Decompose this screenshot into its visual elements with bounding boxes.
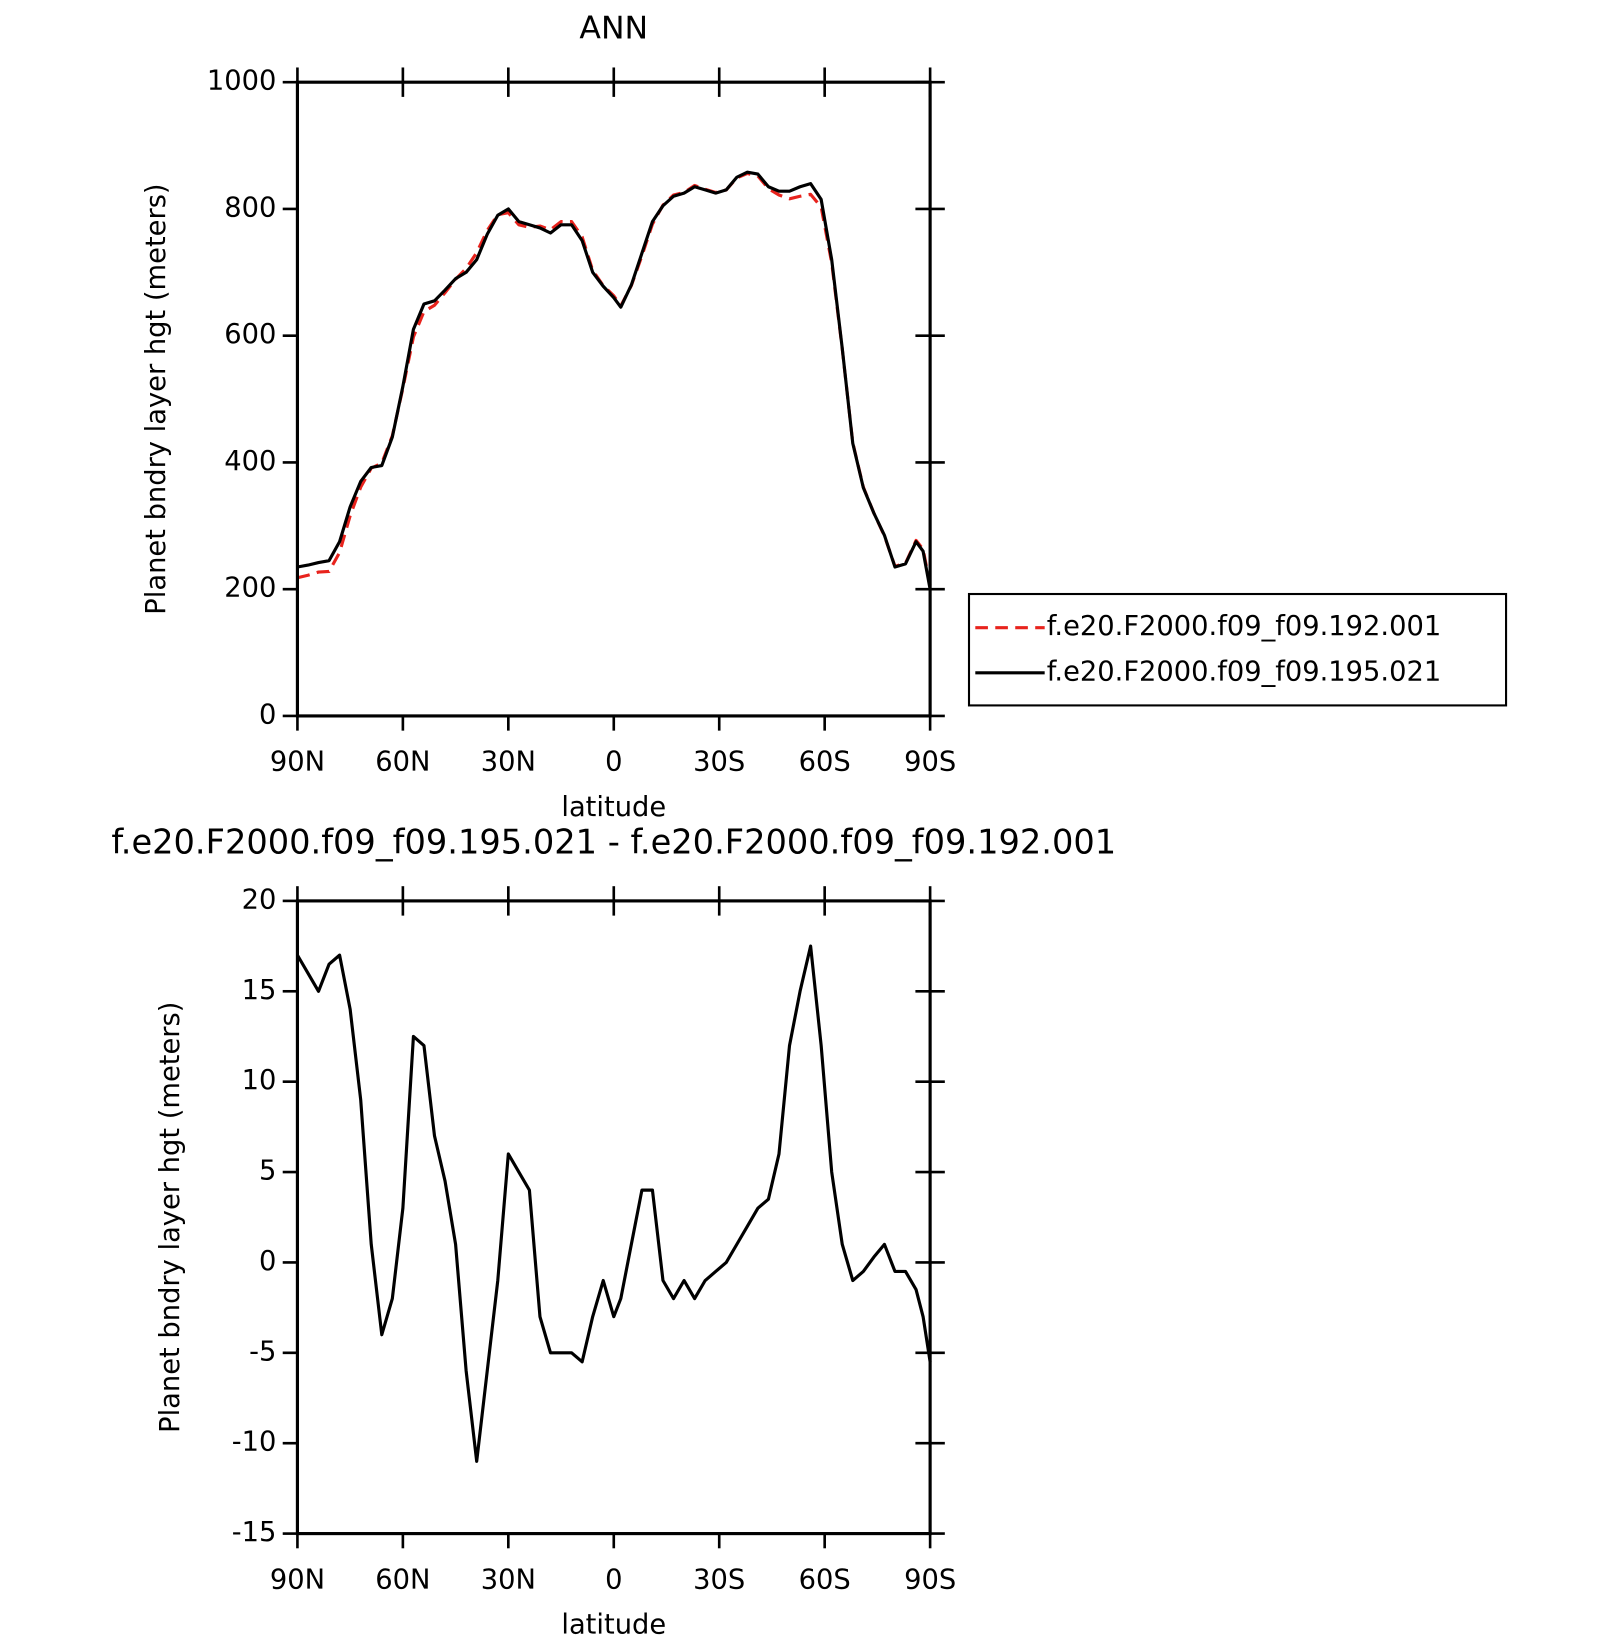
y-axis-label: Planet bndry layer hgt (meters) xyxy=(155,1002,186,1433)
y-tick-label: 0 xyxy=(259,1246,276,1277)
x-tick-label: 60S xyxy=(799,747,851,778)
x-tick-label: 30N xyxy=(481,747,536,778)
y-tick-label: 1000 xyxy=(207,66,277,97)
x-tick-label: 90S xyxy=(904,1564,956,1595)
y-tick-label: 15 xyxy=(242,975,277,1006)
legend-label: f.e20.F2000.f09_f09.192.001 xyxy=(1047,611,1441,642)
data-line xyxy=(297,170,932,590)
y-tick-label: 800 xyxy=(224,192,276,223)
y-tick-label: 600 xyxy=(224,319,276,350)
y-tick-label: -5 xyxy=(249,1336,276,1367)
chart-title: ANN xyxy=(579,11,648,47)
y-tick-label: 0 xyxy=(259,699,276,730)
x-tick-label: 30N xyxy=(481,1564,536,1595)
plot-frame xyxy=(295,899,932,1536)
x-tick-label: 30S xyxy=(693,747,745,778)
x-tick-label: 60N xyxy=(375,747,430,778)
data-line xyxy=(297,171,932,586)
x-tick-label: 90N xyxy=(270,1564,325,1595)
x-axis-label: latitude xyxy=(561,792,666,823)
x-tick-label: 0 xyxy=(605,747,622,778)
x-axis-label: latitude xyxy=(561,1610,666,1641)
y-tick-label: 200 xyxy=(224,573,276,604)
legend-box xyxy=(967,592,1508,707)
legend-label: f.e20.F2000.f09_f09.195.021 xyxy=(1047,656,1441,687)
chart-title: f.e20.F2000.f09_f09.195.021 - f.e20.F200… xyxy=(111,823,1116,862)
y-tick-label: 5 xyxy=(259,1156,276,1187)
x-tick-label: 90N xyxy=(270,747,325,778)
x-tick-label: 0 xyxy=(605,1564,622,1595)
x-tick-label: 60S xyxy=(799,1564,851,1595)
x-tick-label: 30S xyxy=(693,1564,745,1595)
y-tick-label: -15 xyxy=(232,1517,277,1548)
y-tick-label: 400 xyxy=(224,446,276,477)
plot-frame xyxy=(295,80,932,718)
x-tick-label: 90S xyxy=(904,747,956,778)
x-tick-label: 60N xyxy=(375,1564,430,1595)
y-tick-label: 20 xyxy=(242,884,277,915)
y-axis-label: Planet bndry layer hgt (meters) xyxy=(141,183,172,614)
y-tick-label: 10 xyxy=(242,1065,277,1096)
y-tick-label: -10 xyxy=(232,1427,277,1458)
data-line xyxy=(296,944,932,1463)
